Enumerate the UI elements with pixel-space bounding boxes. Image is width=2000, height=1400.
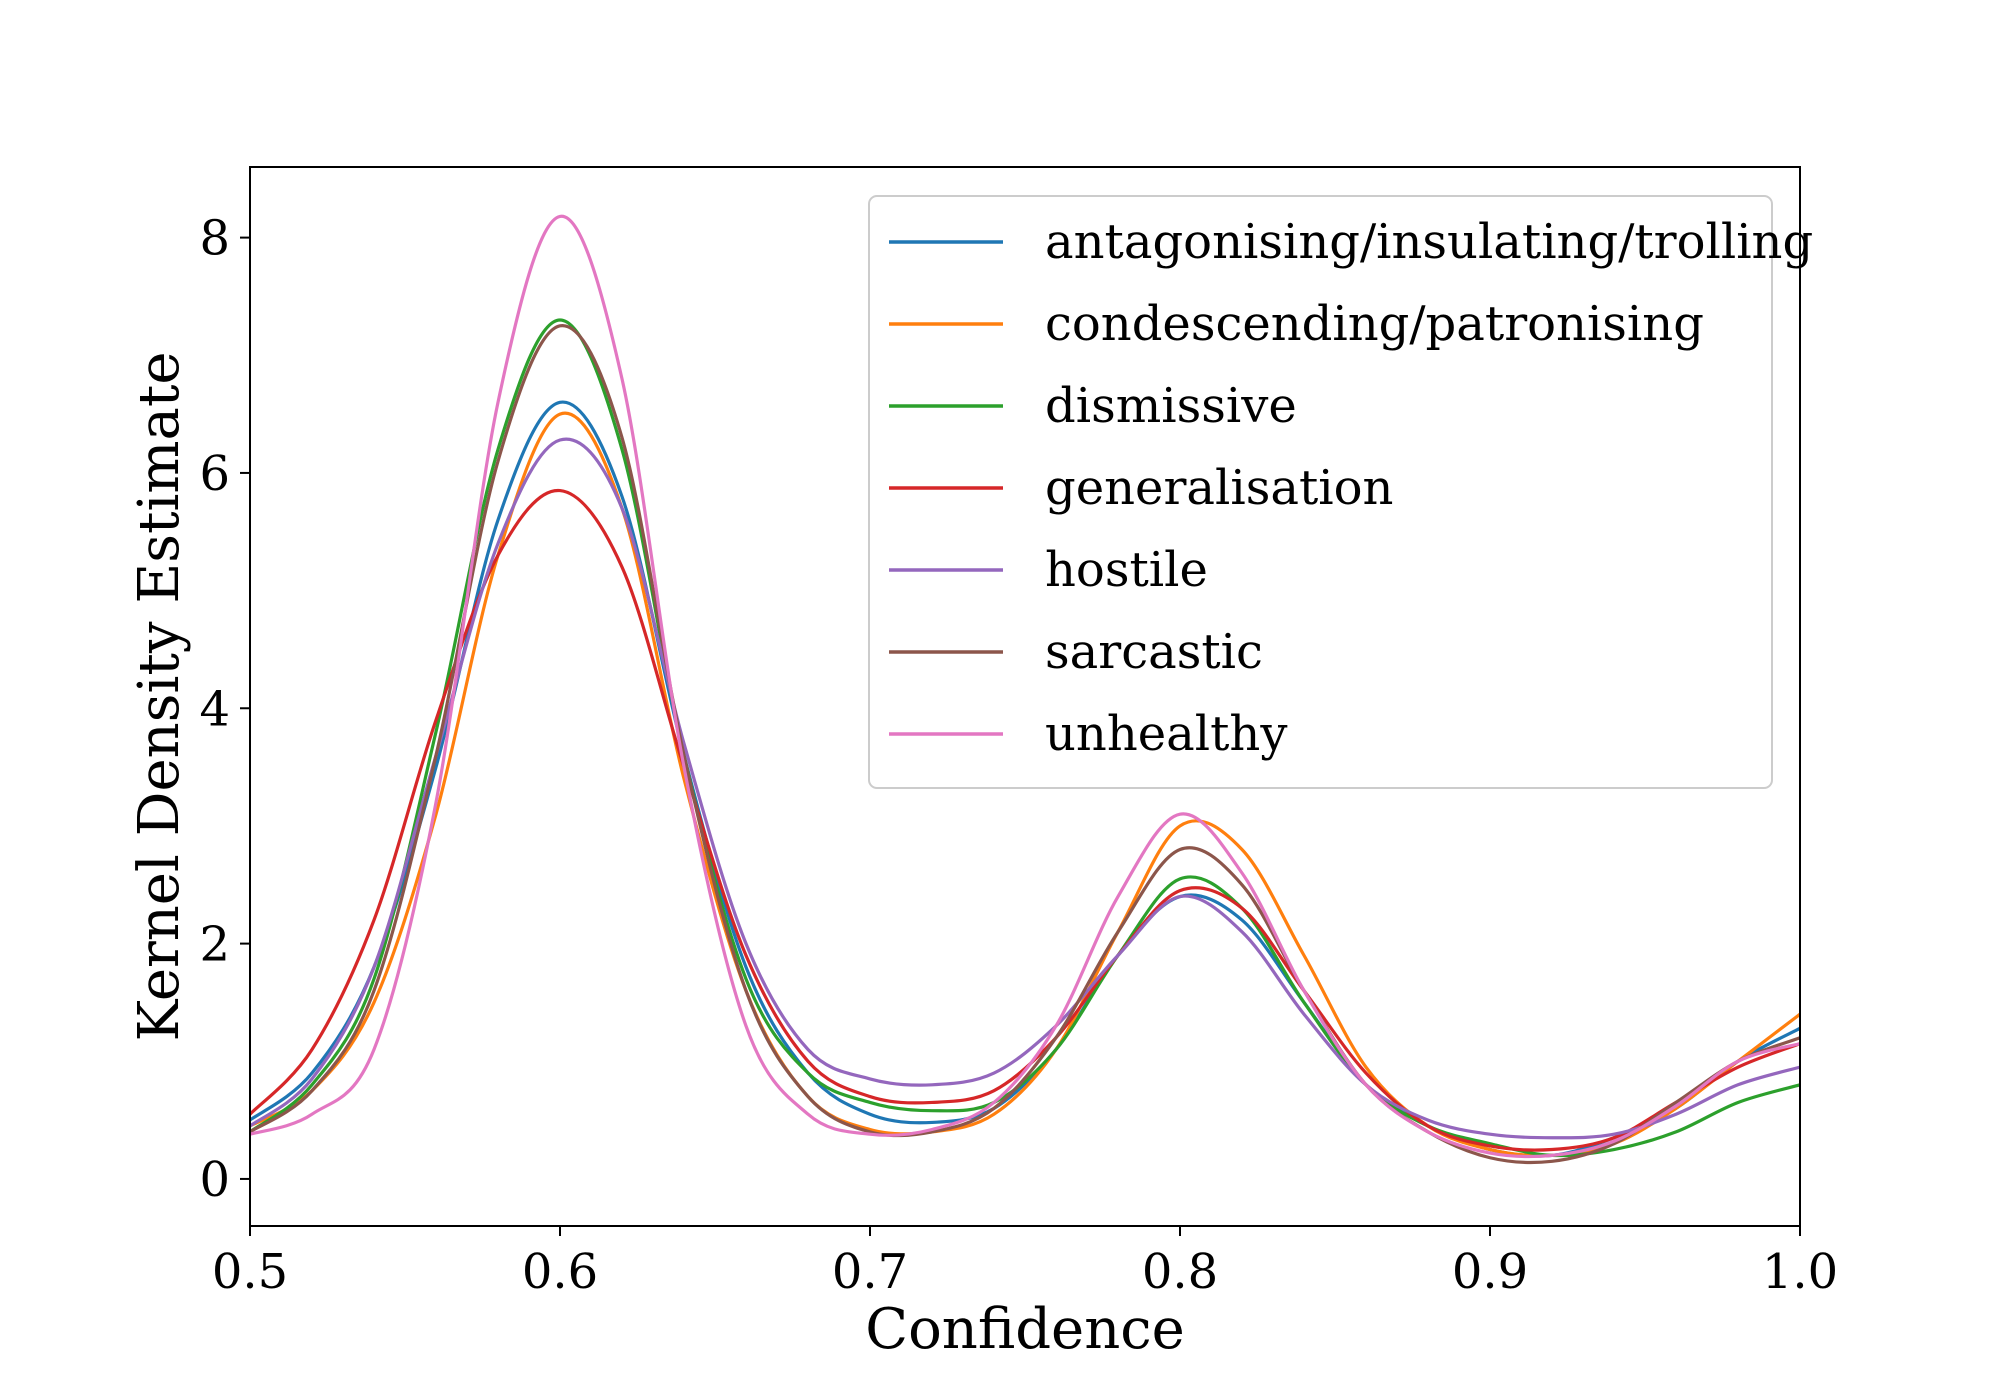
- x-axis-title: Confidence: [865, 1297, 1185, 1362]
- x-tick-label: 1.0: [1762, 1244, 1838, 1300]
- legend-label: generalisation: [1045, 460, 1393, 516]
- x-tick-label: 0.6: [522, 1244, 598, 1300]
- legend-label: antagonising/insulating/trolling: [1045, 214, 1813, 270]
- x-tick-label: 0.5: [212, 1244, 288, 1300]
- y-axis-title: Kernel Density Estimate: [127, 351, 192, 1041]
- legend-label: condescending/patronising: [1045, 296, 1704, 352]
- plot-lines: [250, 214, 1800, 1165]
- y-tick-label: 0: [199, 1152, 230, 1208]
- series-line-4: [250, 437, 1800, 1140]
- y-tick-label: 4: [199, 681, 230, 737]
- series-line-3: [250, 488, 1800, 1152]
- legend: antagonising/insulating/trolling condesce…: [868, 195, 1813, 789]
- y-tick-label: 8: [199, 211, 230, 267]
- y-tick-label: 6: [199, 446, 230, 502]
- legend-label: unhealthy: [1045, 706, 1287, 762]
- plot-area-frame: [249, 166, 1801, 1227]
- x-tick-label: 0.7: [832, 1244, 908, 1300]
- legend-label: hostile: [1045, 542, 1208, 598]
- x-tick-label: 0.9: [1452, 1244, 1528, 1300]
- legend-label: dismissive: [1045, 378, 1297, 434]
- legend-box: [868, 195, 1773, 789]
- x-axis-ticks: 0.5 0.6 0.7 0.8 0.9 1.0: [212, 1226, 1838, 1300]
- legend-label: sarcastic: [1045, 624, 1263, 680]
- series-line-5: [250, 324, 1800, 1165]
- y-axis-ticks: 0 2 4 6 8: [199, 211, 250, 1208]
- y-tick-label: 2: [199, 917, 230, 973]
- x-tick-label: 0.8: [1142, 1244, 1218, 1300]
- series-line-6: [250, 214, 1800, 1159]
